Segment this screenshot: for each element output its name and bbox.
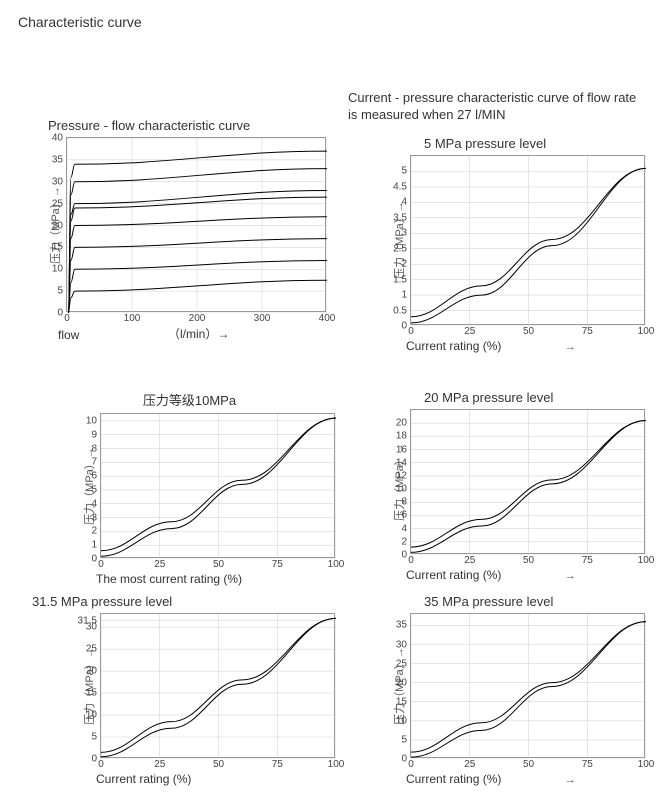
chart-p5-title: 5 MPa pressure level [382, 136, 645, 151]
arrow-right-icon: → [565, 341, 576, 353]
chart-pf-panel: Pressure - flow characteristic curve 压力（… [38, 118, 326, 312]
right-column-header: Current - pressure characteristic curve … [348, 90, 638, 124]
chart-p20-xlabel: Current rating (%) → [382, 568, 645, 582]
arrow-right-icon: → [565, 774, 576, 786]
chart-pf-title: Pressure - flow characteristic curve [38, 118, 326, 133]
chart-p10-title: 压力等级10MPa [72, 390, 307, 409]
chart-p315: 压力（MPa）→05101520253031.50255075100 [72, 613, 335, 758]
chart-pf-xlabel-center: （l/min）→ [168, 325, 229, 342]
chart-p10-xlabel: The most current rating (%) [72, 572, 335, 586]
chart-p10: 压力（MPa）→0123456789100255075100 [72, 413, 335, 558]
chart-pf: 压力（MPa）→05101520253035400100200300400 [38, 137, 326, 312]
chart-p35-xlabel: Current rating (%) → [382, 772, 645, 786]
chart-p315-panel: 31.5 MPa pressure level 压力（MPa）→05101520… [72, 594, 335, 786]
chart-p20-title: 20 MPa pressure level [382, 390, 645, 405]
arrow-right-icon: → [565, 570, 576, 582]
chart-p20-panel: 20 MPa pressure level 压力（MPa）→0246810121… [382, 390, 645, 582]
page-root: Characteristic curve Current - pressure … [0, 0, 658, 800]
page-title: Characteristic curve [0, 0, 658, 30]
chart-p20: 压力（MPa）→024681012141618200255075100 [382, 409, 645, 554]
chart-p10-panel: 压力等级10MPa 压力（MPa）→0123456789100255075100… [72, 390, 335, 586]
chart-pf-xlabel-left: flow [58, 328, 79, 342]
chart-p5-panel: 5 MPa pressure level 压力（MPa）→00.511.522.… [382, 136, 645, 353]
chart-p35-panel: 35 MPa pressure level 压力（MPa）→0510152025… [382, 594, 645, 786]
chart-p5-xlabel: Current rating (%) → [382, 339, 645, 353]
chart-p35: 压力（MPa）→051015202530350255075100 [382, 613, 645, 758]
chart-p315-title: 31.5 MPa pressure level [32, 594, 335, 609]
chart-p5: 压力（MPa）→00.511.522.533.544.550255075100 [382, 155, 645, 325]
chart-p315-xlabel: Current rating (%) [72, 772, 335, 786]
chart-p35-title: 35 MPa pressure level [382, 594, 645, 609]
